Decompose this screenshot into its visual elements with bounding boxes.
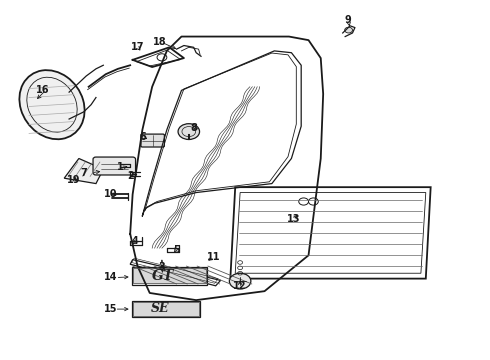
Text: 19: 19 [67,175,81,185]
Text: 13: 13 [287,215,300,224]
FancyBboxPatch shape [133,268,206,283]
Circle shape [157,54,167,61]
Text: 18: 18 [153,37,166,47]
Text: 14: 14 [104,272,118,282]
Text: 8: 8 [190,123,197,133]
Text: 4: 4 [132,236,139,246]
Text: GT: GT [152,269,174,283]
Text: SE: SE [151,302,170,315]
FancyBboxPatch shape [141,134,164,147]
Circle shape [178,124,199,139]
Text: 3: 3 [159,262,165,272]
FancyBboxPatch shape [132,267,207,285]
Polygon shape [64,158,103,184]
Ellipse shape [20,70,85,139]
Text: 7: 7 [80,168,87,178]
Text: 1: 1 [117,162,124,172]
Text: 2: 2 [127,171,134,181]
Text: 15: 15 [104,304,118,314]
FancyBboxPatch shape [93,157,136,175]
Text: 12: 12 [233,281,247,291]
FancyBboxPatch shape [133,302,198,316]
Circle shape [344,27,352,33]
Text: 10: 10 [104,189,118,199]
Text: 9: 9 [344,15,351,26]
Text: 6: 6 [139,132,146,142]
Text: 17: 17 [131,42,144,52]
FancyBboxPatch shape [132,301,200,317]
Text: 11: 11 [206,252,220,262]
Text: 16: 16 [35,85,49,95]
Text: 5: 5 [173,245,180,255]
Circle shape [229,273,251,289]
